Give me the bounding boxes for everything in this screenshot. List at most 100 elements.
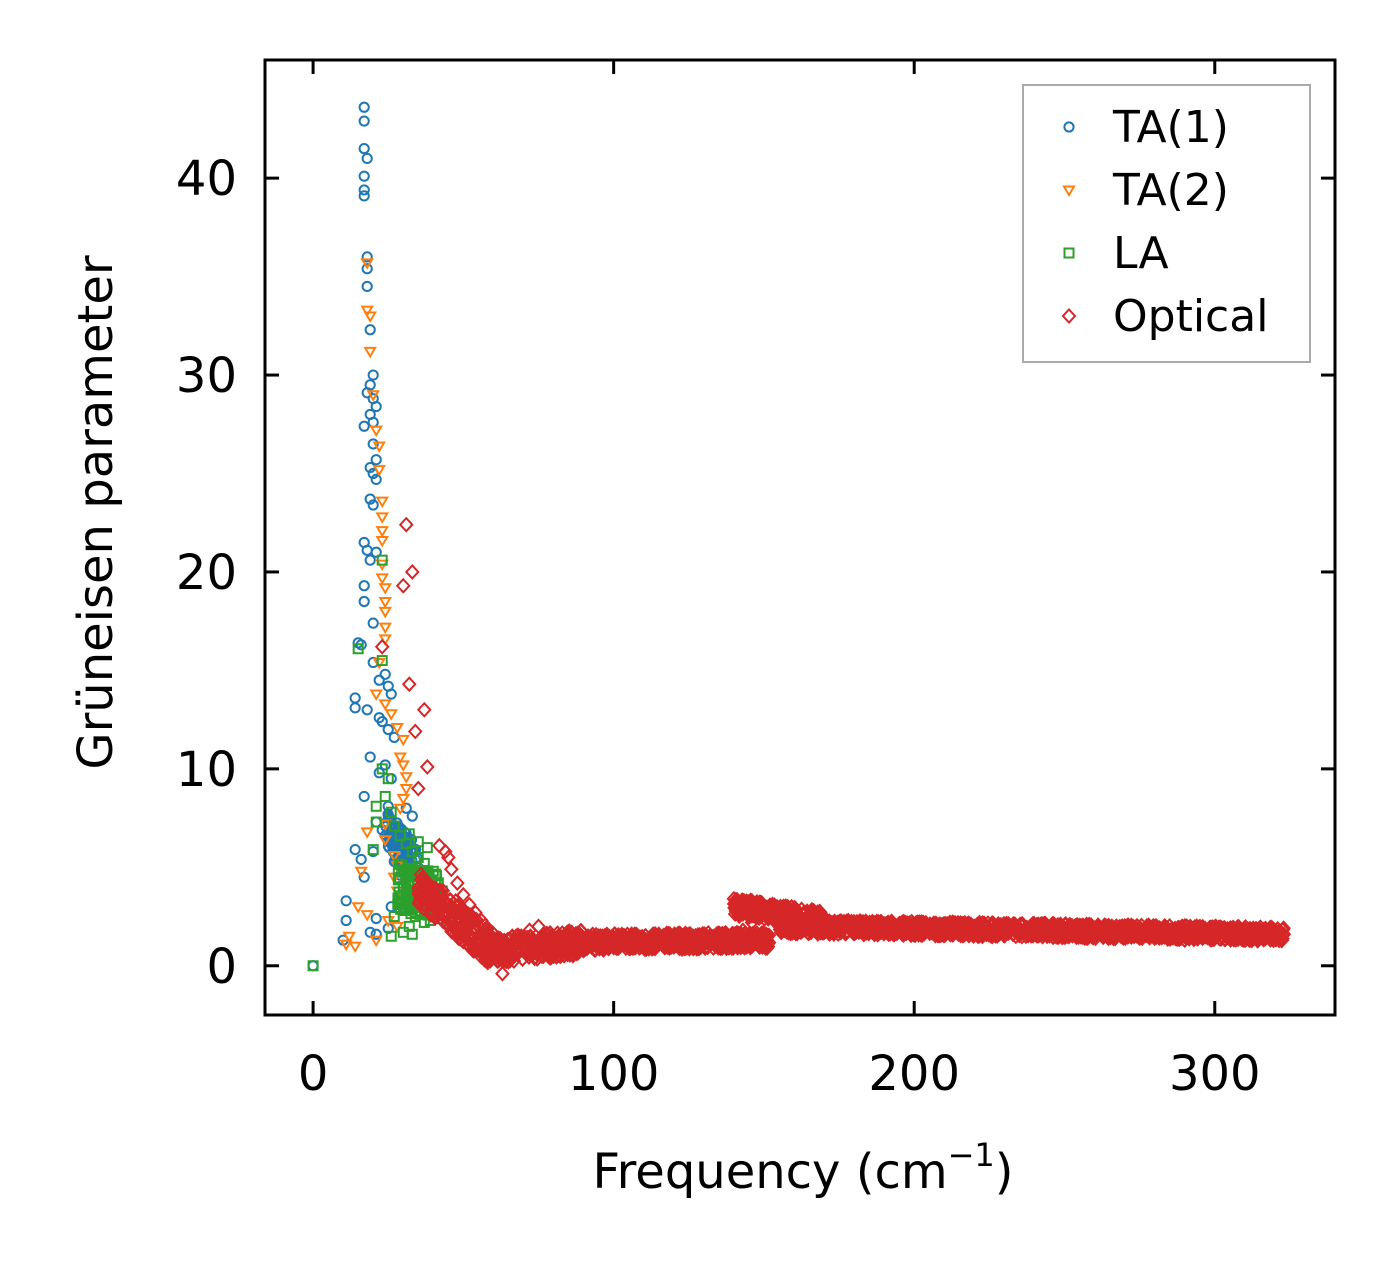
point-optical (953, 914, 968, 931)
point-optical (398, 516, 414, 533)
point-ta-1- (385, 773, 397, 785)
point-optical (1222, 922, 1238, 939)
x-tick-label: 100 (568, 1046, 660, 1102)
point-optical (738, 935, 754, 952)
point-la (421, 842, 433, 854)
point-ta-1- (361, 387, 373, 399)
point-la (382, 773, 394, 785)
point-optical (651, 926, 667, 943)
point-optical (744, 914, 760, 931)
point-ta-1- (349, 692, 361, 704)
point-optical (1247, 926, 1263, 943)
point-optical (576, 930, 591, 947)
legend-marker-optical (1061, 308, 1077, 324)
point-la (427, 865, 439, 877)
point-optical (410, 780, 426, 797)
legend-marker-la (1063, 247, 1075, 259)
point-optical (564, 938, 579, 955)
point-ta-2- (375, 496, 389, 509)
point-optical (540, 926, 555, 943)
point-ta-2- (363, 311, 377, 323)
point-ta-2- (372, 465, 386, 477)
point-ta-2- (360, 258, 374, 270)
point-ta-2- (378, 583, 392, 595)
point-ta-2- (378, 699, 392, 711)
point-optical (1102, 924, 1117, 941)
legend-marker-ta-2- (1062, 185, 1076, 197)
point-optical (726, 890, 742, 907)
point-optical (1177, 932, 1193, 949)
point-optical (811, 914, 827, 931)
point-la (367, 844, 379, 856)
point-ta-2- (375, 535, 389, 548)
point-optical (439, 897, 455, 914)
point-optical (591, 928, 606, 945)
point-optical (697, 930, 712, 947)
point-optical (595, 932, 611, 949)
y-tick-label: 0 (206, 939, 237, 995)
point-optical (771, 910, 787, 927)
y-tick-label: 30 (176, 348, 237, 404)
point-ta-1- (364, 926, 376, 938)
legend-label: TA(2) (1112, 165, 1229, 216)
point-la (307, 960, 319, 972)
y-axis-label: Grüneisen parameter (68, 255, 124, 770)
point-ta-2- (396, 760, 411, 772)
point-optical (951, 922, 967, 939)
point-optical (753, 928, 769, 945)
point-optical (407, 723, 423, 740)
y-tick-labels: 0 10 20 30 40 (176, 151, 237, 995)
x-axis-label-close: ) (995, 1144, 1014, 1200)
point-optical (462, 939, 478, 956)
x-tick-labels: 0 100 200 300 (298, 1046, 1261, 1102)
point-optical (696, 936, 712, 953)
point-optical (670, 936, 686, 953)
point-optical (741, 907, 757, 924)
point-ta-1- (367, 617, 379, 629)
point-optical (374, 638, 390, 655)
point-la (376, 763, 388, 775)
point-la (403, 904, 415, 916)
point-optical (1207, 918, 1223, 935)
point-la (379, 790, 391, 802)
point-optical (492, 942, 507, 958)
point-ta-2- (387, 851, 401, 863)
point-ta-1- (358, 580, 370, 592)
point-optical (906, 916, 922, 933)
point-optical (1094, 921, 1109, 938)
point-ta-2- (360, 827, 374, 839)
point-ta-2- (369, 425, 383, 438)
point-ta-2- (372, 441, 386, 453)
point-optical (495, 965, 510, 982)
point-optical (1162, 928, 1178, 945)
point-ta-2- (399, 772, 414, 784)
point-ta-2- (378, 819, 392, 831)
point-optical (606, 936, 622, 953)
point-optical (442, 914, 458, 931)
point-optical (997, 922, 1012, 939)
point-ta-1- (340, 895, 352, 907)
point-optical (1057, 922, 1072, 939)
point-ta-1- (358, 101, 370, 113)
point-ta-1- (373, 674, 385, 686)
point-ta-2- (378, 606, 392, 619)
point-ta-1- (361, 280, 373, 293)
point-optical (507, 938, 522, 955)
point-optical (1072, 917, 1088, 934)
point-optical (416, 701, 432, 718)
y-tick-label: 40 (176, 151, 237, 207)
point-ta-1- (367, 369, 379, 381)
point-optical (759, 932, 775, 949)
point-la (430, 868, 442, 880)
point-ta-1- (370, 400, 382, 413)
point-la (385, 806, 397, 818)
point-optical (531, 918, 546, 935)
point-la (392, 892, 404, 904)
point-ta-2- (393, 752, 408, 765)
point-optical (926, 924, 942, 941)
point-optical (1042, 924, 1057, 941)
point-ta-1- (376, 716, 388, 728)
point-optical (449, 875, 465, 892)
point-optical (428, 881, 443, 897)
point-optical (395, 577, 411, 594)
